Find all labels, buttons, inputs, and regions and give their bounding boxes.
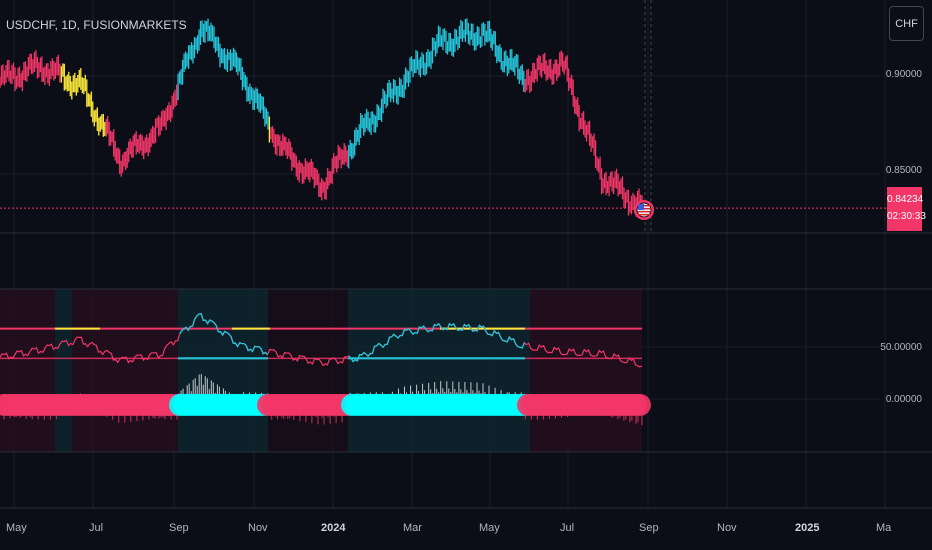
indicator-background-bands (0, 289, 642, 452)
regime-dot (629, 393, 651, 416)
time-axis-label: Sep (169, 522, 189, 534)
time-axis-label: Jul (560, 522, 575, 534)
price-axis-label: 0.85000 (885, 165, 922, 176)
price-bars (0, 18, 643, 217)
regime-band (178, 289, 268, 452)
grid (0, 0, 886, 508)
indicator-pane (0, 312, 651, 426)
regime-band (348, 289, 530, 452)
current-price-badge: 0.84234 02:30:33 (887, 187, 926, 231)
time-axis-label: May (479, 522, 500, 534)
currency-button[interactable]: CHF (889, 6, 924, 41)
time-axis-label: Sep (639, 522, 659, 534)
price-axis-label: 0.90000 (885, 69, 922, 80)
indicator-axis-label: 50.00000 (880, 342, 922, 353)
time-axis-label: Nov (248, 522, 268, 534)
regime-band (268, 289, 348, 452)
time-axis-label: Ma (876, 522, 892, 534)
time-axis-label: May (6, 522, 27, 534)
symbol-title[interactable]: USDCHF, 1D, FUSIONMARKETS (6, 18, 187, 32)
bar-countdown: 02:30:33 (887, 211, 926, 222)
regime-band (530, 289, 642, 452)
regime-band (72, 289, 178, 452)
time-axis-label: 2025 (795, 522, 820, 534)
time-axis-label: Nov (717, 522, 737, 534)
oscillator-bull-line (179, 312, 525, 363)
time-axis-label: Mar (403, 522, 422, 534)
indicator-axis-label: 0.00000 (885, 394, 922, 405)
time-axis-label: 2024 (321, 522, 346, 534)
current-price-value: 0.84234 (887, 194, 924, 205)
regime-band (55, 289, 72, 452)
regime-band (0, 289, 55, 452)
oscillator-line (0, 312, 643, 368)
us-flag-icon (634, 200, 654, 220)
time-axis-label: Jul (89, 522, 104, 534)
